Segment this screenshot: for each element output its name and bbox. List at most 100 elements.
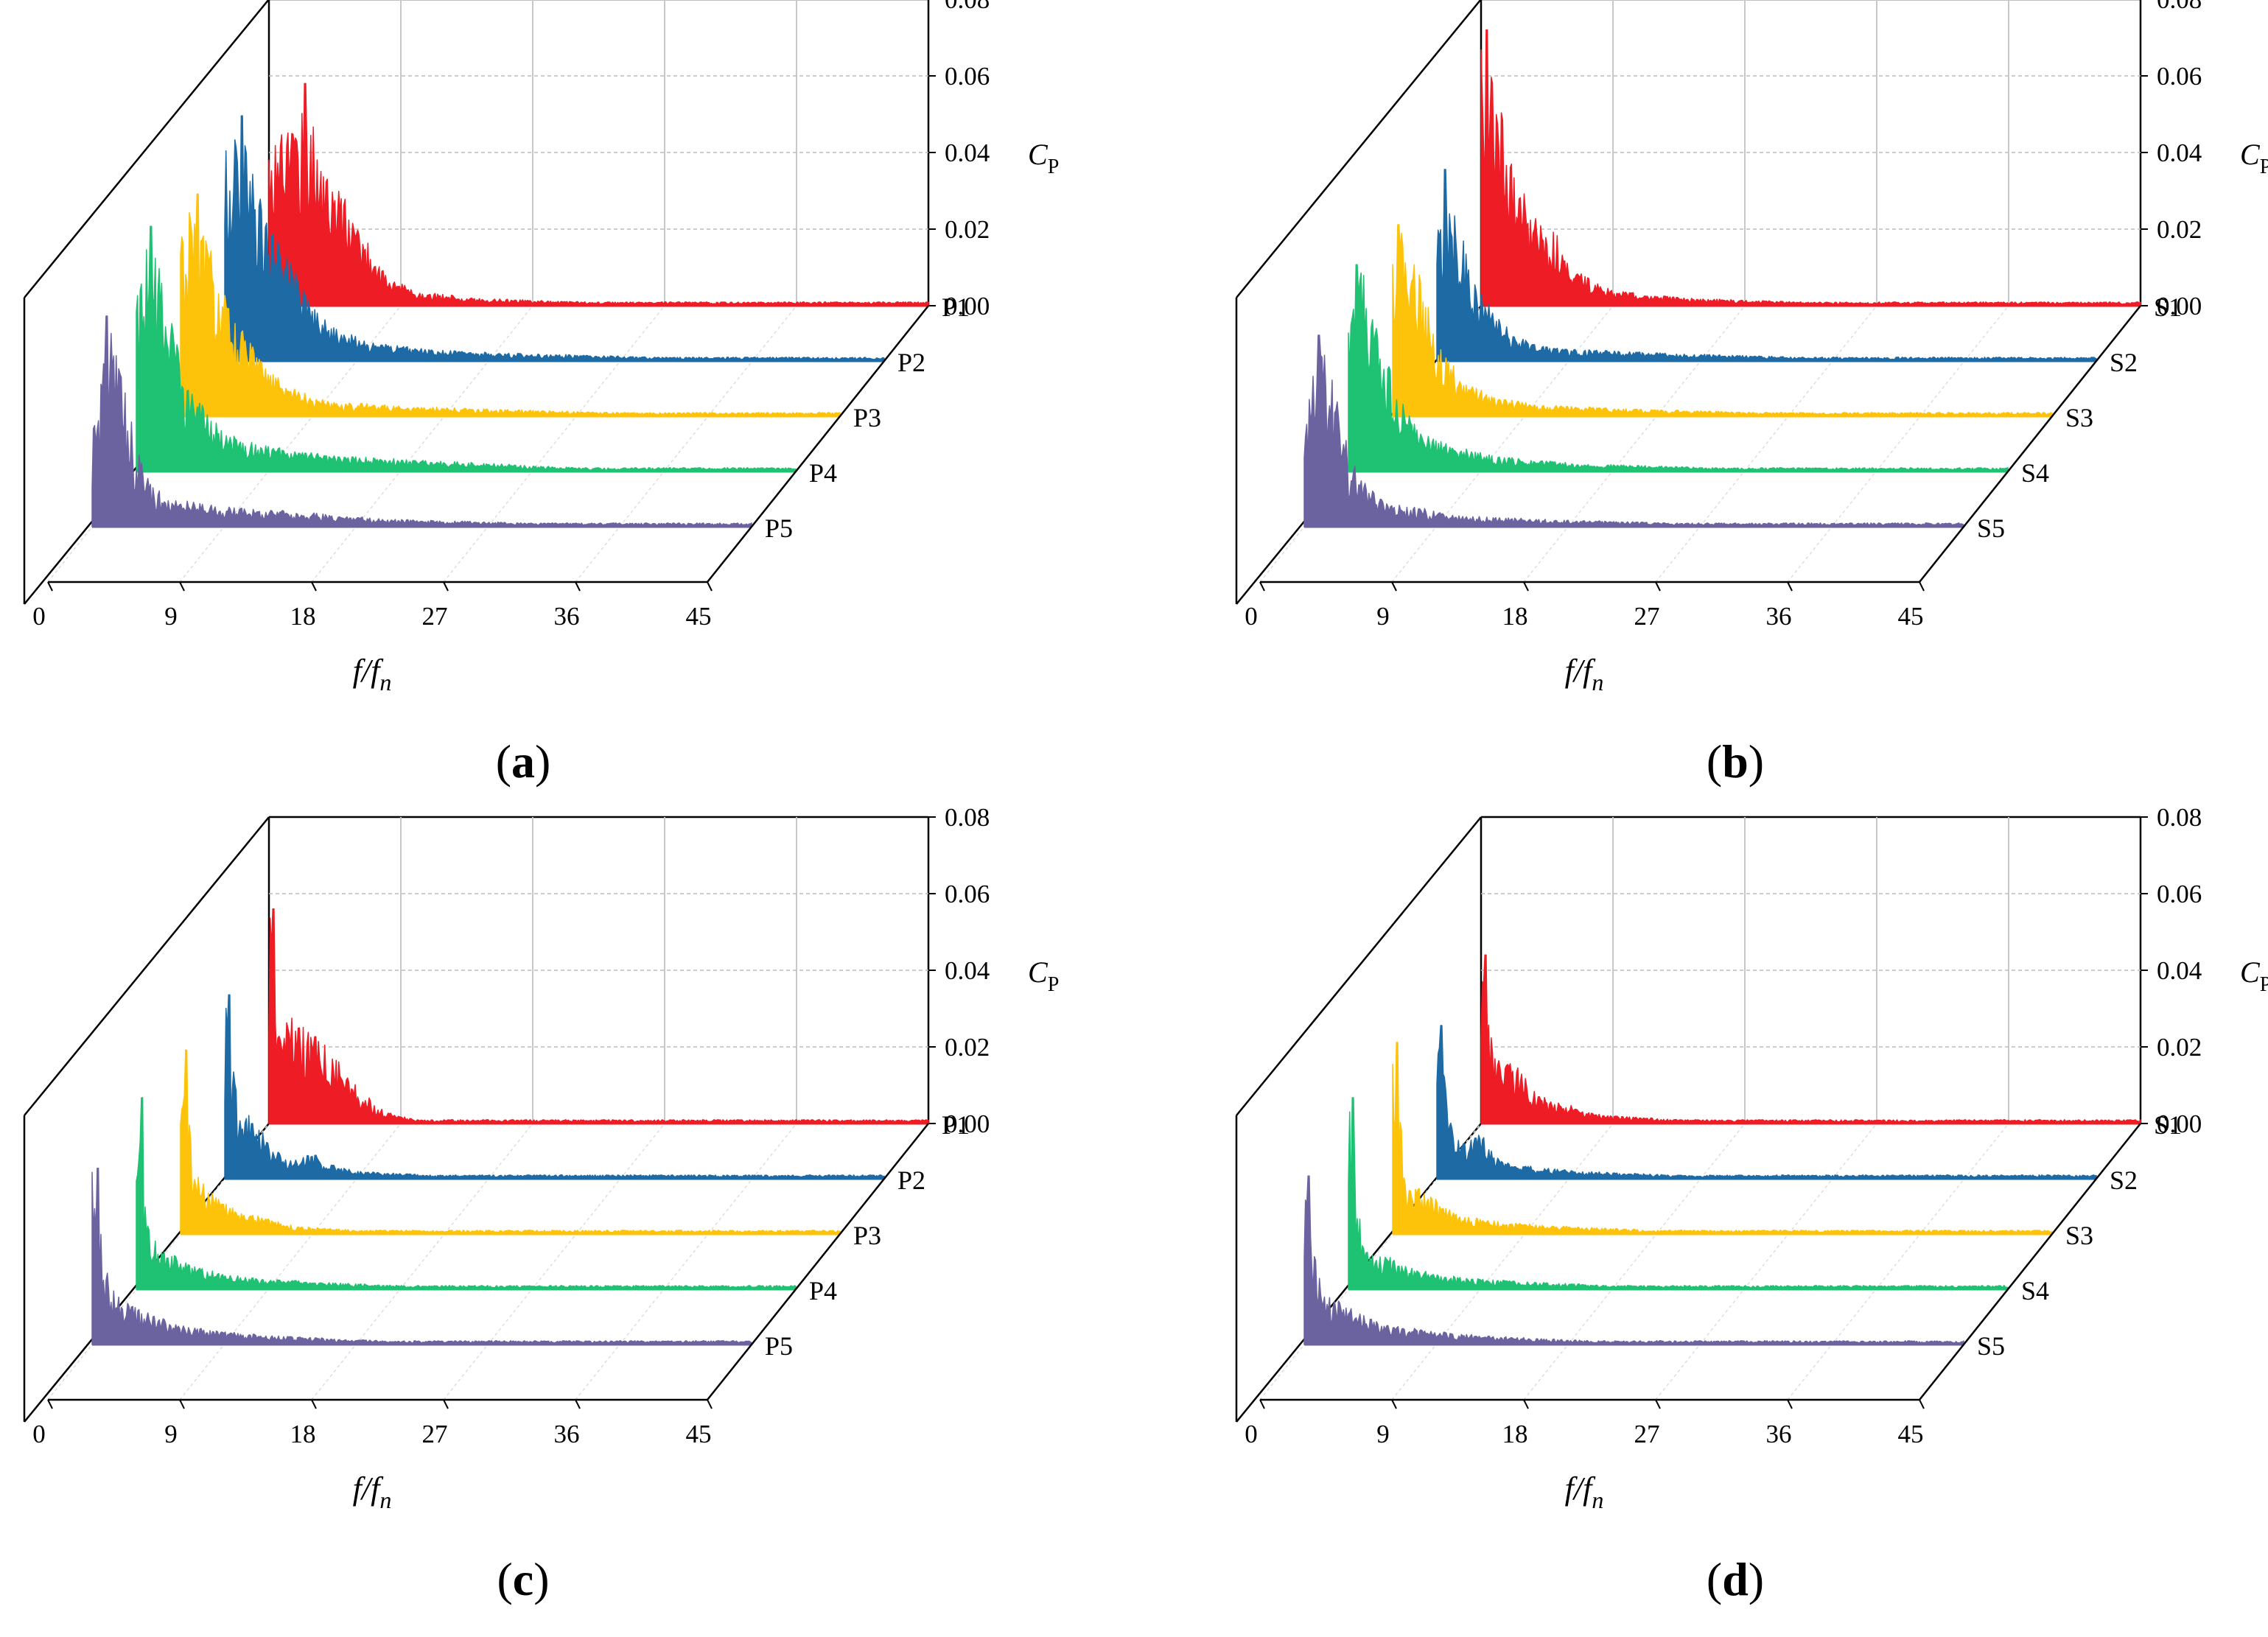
series-label-P3: P3: [853, 403, 881, 432]
floor-right-edge: [1919, 1123, 2141, 1401]
series-label-S1: S1: [2154, 292, 2182, 322]
x-axis-title: f/fn: [1565, 653, 1604, 695]
floor-gridline: [443, 305, 665, 583]
z-tick-label: 0.00: [2157, 292, 2202, 320]
series-spectrum-P4: [136, 1097, 797, 1290]
x-tick-mark: [1523, 581, 1529, 592]
series-spectrum-S2: [1436, 1025, 2097, 1179]
x-tick-label: 18: [290, 602, 316, 631]
x-tick-label: 0: [32, 1420, 46, 1448]
x-tick-mark: [47, 581, 53, 592]
series-label-P5: P5: [765, 513, 793, 543]
x-tick-mark: [707, 581, 713, 592]
series-label-S2: S2: [2110, 1165, 2138, 1195]
series-label-S2: S2: [2110, 348, 2138, 377]
series-spectrum-P2: [224, 994, 885, 1179]
z-tick-label: 0.04: [945, 139, 990, 167]
series-label-P4: P4: [809, 458, 837, 488]
spacer: [1236, 1400, 1919, 1422]
top-left-edge: [1236, 816, 1482, 1116]
z-tick-label: 0.00: [2157, 1110, 2202, 1138]
floor-gridline: [1523, 305, 1746, 583]
floor-gridline: [575, 305, 797, 583]
panel-label-letter: a: [511, 735, 535, 788]
series-label-S4: S4: [2021, 458, 2049, 488]
x-tick-mark: [1919, 1399, 1925, 1409]
x-axis-title: f/fn: [1565, 1471, 1604, 1513]
panel-label-close-paren: ): [1749, 1553, 1764, 1605]
top-left-edge: [24, 0, 270, 298]
series-spectrum-P3: [180, 193, 841, 417]
x-tick-label: 45: [1898, 602, 1924, 631]
back-wall: 0.00 0.02 0.04 0.06 0.08: [267, 803, 990, 1138]
panel-label: (b): [1707, 735, 1764, 788]
series-spectrum-S1: [1480, 29, 2141, 306]
panel-label-letter: c: [513, 1553, 533, 1605]
panel-label-letter: d: [1722, 1553, 1749, 1605]
series-label-S3: S3: [2065, 1221, 2093, 1250]
series-label-P5: P5: [765, 1331, 793, 1361]
chart-panel-d: 0.00 0.02 0.04 0.06 0.08 CP S1 S2 S3 S4 S5 0 9 18 27 36…: [1235, 803, 2268, 1605]
series-label-S5: S5: [1977, 1331, 2005, 1361]
series-spectrum-S1: [1480, 954, 2141, 1124]
z-tick-label: 0.00: [945, 292, 990, 320]
back-wall: 0.00 0.02 0.04 0.06 0.08: [1480, 0, 2202, 320]
series-label-P2: P2: [897, 1165, 925, 1195]
z-tick-label: 0.02: [945, 215, 990, 244]
panel-label: (d): [1707, 1553, 1764, 1605]
z-tick-label: 0.04: [2157, 139, 2202, 167]
floor-gridline: [1787, 305, 2009, 583]
floor-gridline: [311, 305, 533, 583]
z-tick-label: 0.08: [945, 0, 990, 14]
x-tick-label: 27: [1634, 1420, 1660, 1448]
x-tick-mark: [311, 1399, 317, 1409]
series-spectrum-S3: [1392, 1042, 2053, 1235]
x-tick-label: 36: [1766, 602, 1792, 631]
series-label-S1: S1: [2154, 1110, 2182, 1140]
z-tick-label: 0.08: [2157, 803, 2202, 832]
spacer: [24, 582, 707, 604]
z-tick-label: 0.06: [945, 62, 990, 91]
spacer: [1236, 582, 1919, 604]
x-tick-mark: [311, 581, 317, 592]
x-tick-mark: [1259, 1399, 1265, 1409]
x-tick-label: 9: [164, 602, 178, 631]
x-tick-label: 36: [554, 1420, 580, 1448]
x-tick-label: 36: [554, 602, 580, 631]
panel-label-open-paren: (: [497, 1553, 512, 1605]
x-tick-mark: [1655, 581, 1661, 592]
series-label-S5: S5: [1977, 513, 2005, 543]
x-tick-label: 45: [686, 602, 712, 631]
x-tick-mark: [179, 1399, 185, 1409]
top-left-edge: [1236, 0, 1482, 298]
series-spectrum-S4: [1348, 1097, 2009, 1290]
x-tick-mark: [707, 1399, 713, 1409]
floor-gridline: [311, 1123, 533, 1401]
x-tick-mark: [1787, 1399, 1793, 1409]
x-axis-title: f/fn: [353, 653, 392, 695]
series-label-P2: P2: [897, 348, 925, 377]
z-tick-label: 0.04: [945, 956, 990, 985]
z-tick-label: 0.02: [2157, 215, 2202, 244]
series-spectrum-P1: [268, 83, 929, 306]
series-spectrum-P3: [180, 1049, 841, 1235]
series-spectrum-S2: [1436, 169, 2097, 362]
floor-gridline: [443, 1123, 665, 1401]
x-tick-label: 0: [32, 602, 46, 631]
floor-gridline: [1655, 1123, 1877, 1401]
x-tick-label: 45: [1898, 1420, 1924, 1448]
x-tick-label: 9: [1376, 602, 1390, 631]
floor-right-edge: [707, 1123, 929, 1401]
z-tick-label: 0.00: [945, 1110, 990, 1138]
x-tick-label: 18: [1502, 602, 1528, 631]
panel-label: (a): [496, 735, 551, 788]
series-spectrum-P2: [224, 115, 885, 362]
floor-right-edge: [707, 305, 929, 583]
panel-label-close-paren: ): [1749, 735, 1764, 788]
spacer: [24, 1400, 707, 1422]
z-tick-label: 0.06: [2157, 62, 2202, 91]
z-tick-label: 0.02: [945, 1033, 990, 1062]
series-label-P1: P1: [942, 292, 970, 322]
chart-panel-a: 0.00 0.02 0.04 0.06 0.08 CP P1 P2 P3 P4 P5 0 9 18 27 36…: [23, 0, 1059, 788]
